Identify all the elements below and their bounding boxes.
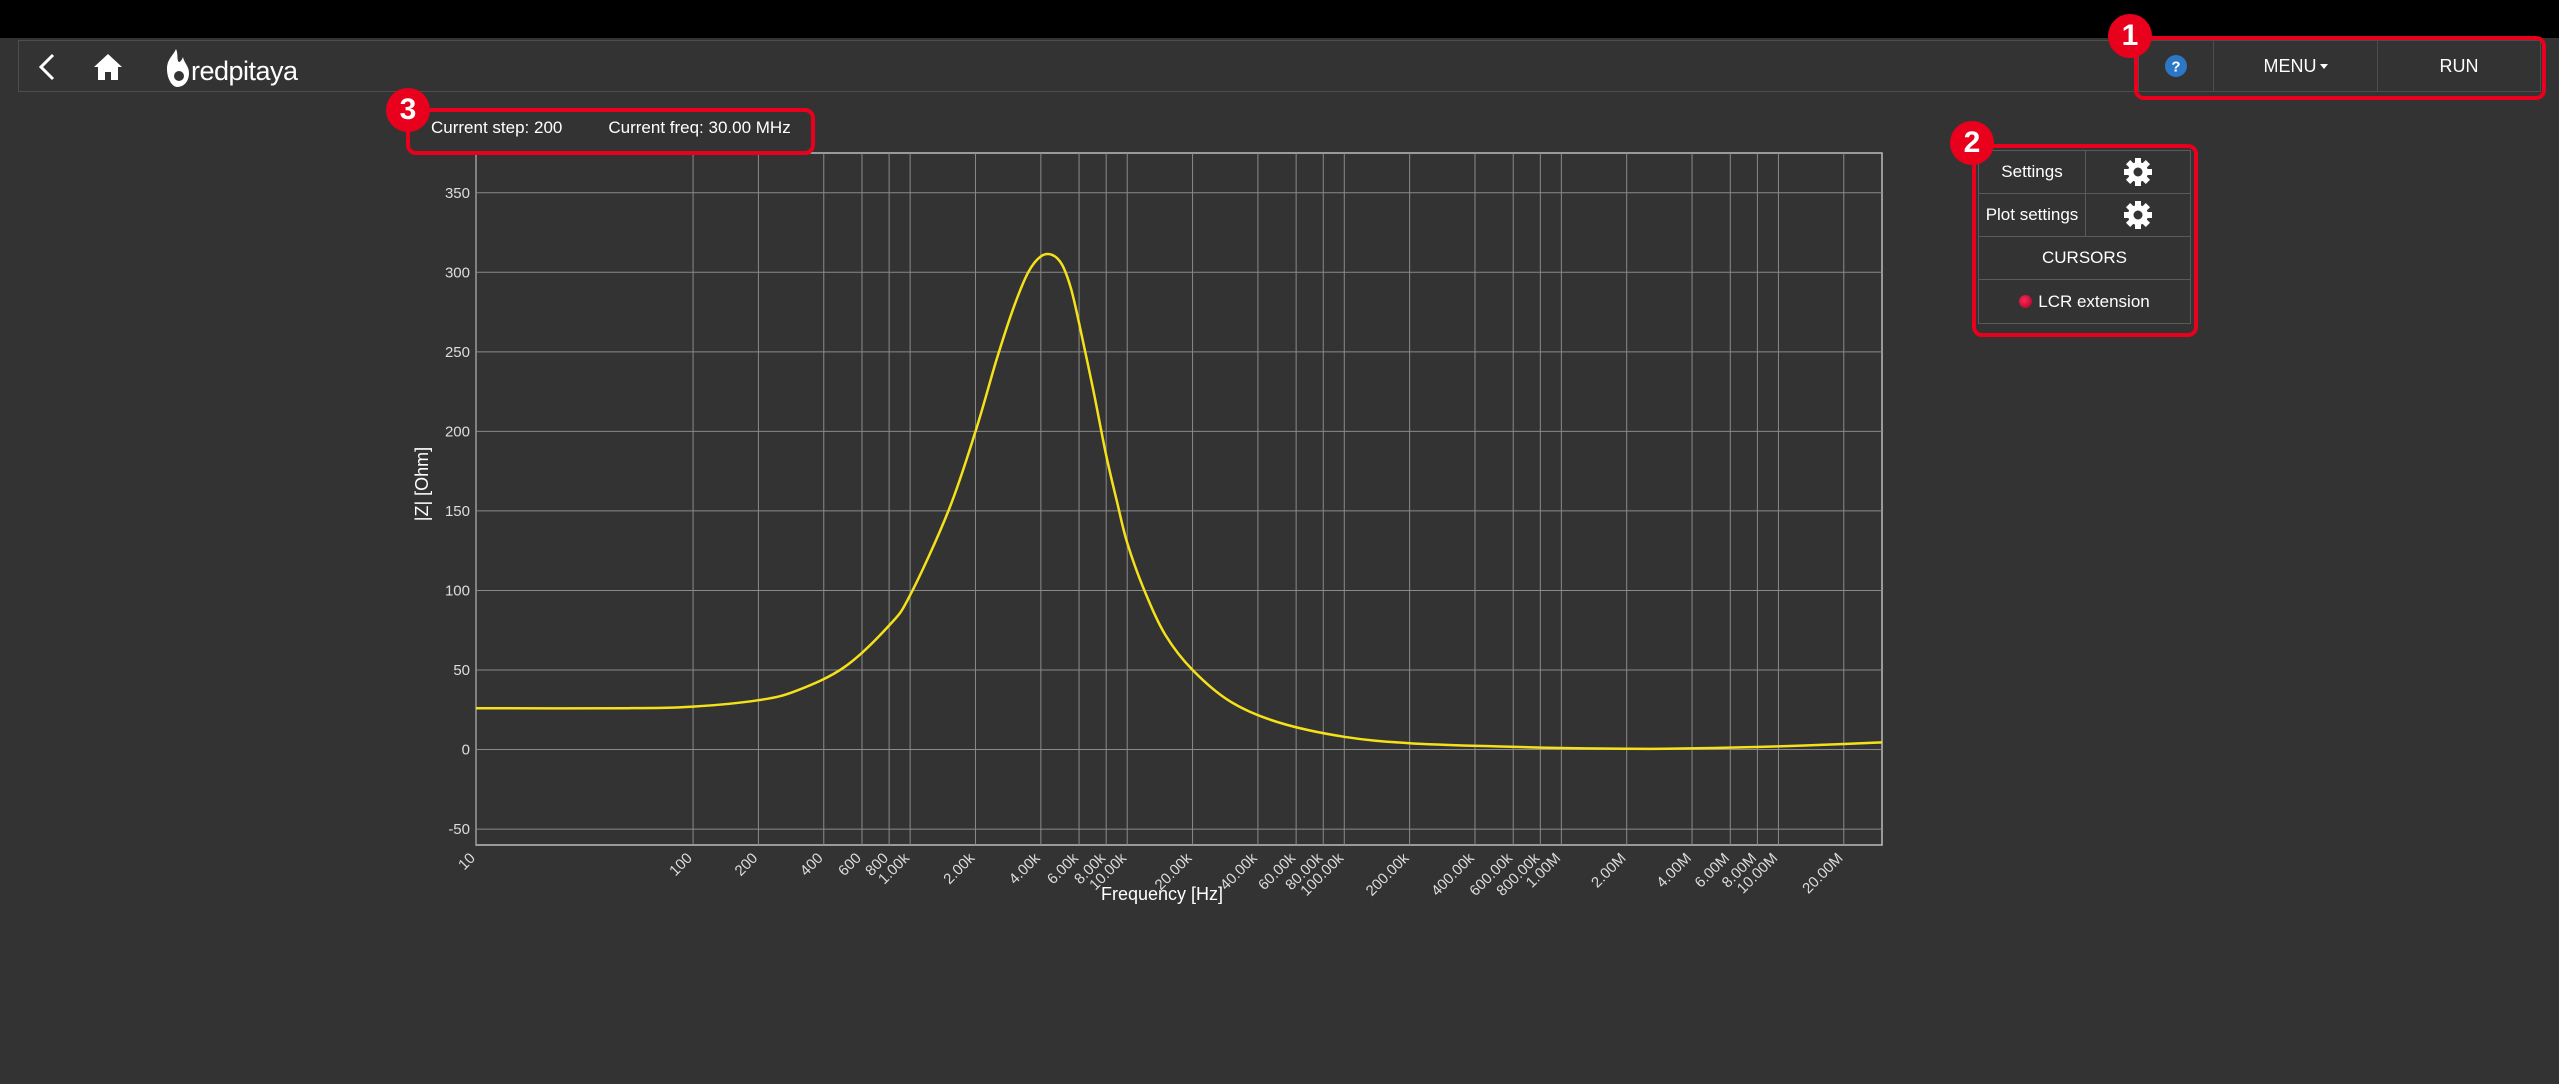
y-tick-label: 350 [445,185,470,202]
plot-settings-row: Plot settings [1979,194,2190,237]
y-tick-label: 50 [453,662,470,679]
y-tick-labels: -50 0 50 100 150 200 250 300 350 [445,185,470,838]
lcr-row: LCR extension [1979,280,2190,323]
x-tick-label: 20.00M [1799,850,1846,897]
x-tick-label: 200.00k [1363,849,1413,899]
menu-label: MENU [2263,55,2317,76]
settings-row: Settings [1979,151,2190,194]
side-panel: Settings Plot settings [1978,150,2191,324]
x-tick-label: 4.00M [1653,850,1695,892]
y-tick-label: 0 [462,742,470,759]
y-tick-label: 250 [445,344,470,361]
plot-settings-label: Plot settings [1979,194,2086,236]
annotation-number-2: 2 [1950,121,1994,165]
cursors-row: CURSORS [1979,237,2190,280]
caret-down-icon [2319,63,2328,69]
logo: redpitaya [161,45,298,89]
y-tick-label: 200 [445,423,470,440]
header-right-buttons: ? MENU RUN [2138,41,2540,91]
plot-settings-button[interactable] [2086,194,2190,236]
y-tick-label: -50 [448,821,470,838]
home-icon [94,54,122,80]
cursors-button[interactable]: CURSORS [2041,248,2127,267]
x-tick-label: 40.00k [1217,849,1261,893]
y-axis-label: |Z| [Ohm] [412,447,432,521]
help-icon: ? [2165,55,2187,77]
annotation-number-1: 1 [2108,14,2152,58]
x-tick-label: 400 [797,850,827,880]
series-line [475,252,1883,751]
flame-logo-icon [167,49,189,87]
gear-icon [2124,158,2152,186]
run-button[interactable]: RUN [2377,41,2540,91]
menu-button[interactable]: MENU [2213,41,2377,91]
x-tick-label: 2.00k [940,849,978,887]
x-tick-label: 200 [732,850,762,880]
y-tick-label: 100 [445,582,470,599]
plot-frame [475,152,1883,846]
y-tick-label: 150 [445,503,470,520]
lcr-extension-label: LCR extension [2038,291,2150,311]
chevron-left-icon [38,53,55,81]
home-button[interactable] [91,51,125,83]
logo-text: redpitaya [191,56,298,86]
annotation-number-3: 3 [386,88,430,132]
back-button[interactable] [31,51,63,83]
gear-icon [2124,201,2152,229]
x-tick-label: 4.00k [1006,849,1044,887]
help-button[interactable]: ? [2138,41,2213,91]
settings-label: Settings [1979,151,2086,193]
svg-text:?: ? [2171,59,2180,76]
status-led-icon [2019,295,2033,308]
x-axis-label: Frequency [Hz] [1101,884,1223,904]
current-freq: Current freq: 30.00 MHz [608,118,791,137]
run-label: RUN [2439,55,2479,76]
status-bar: Current step: 200 Current freq: 30.00 MHz [431,118,791,138]
grid-lines [475,153,1882,845]
lcr-extension-button[interactable]: LCR extension [1979,280,2190,323]
x-tick-label: 10 [455,850,479,874]
current-step: Current step: 200 [431,118,563,137]
x-tick-label: 600 [835,850,865,880]
y-tick-label: 300 [445,264,470,281]
x-tick-label: 2.00M [1588,850,1630,892]
x-tick-label: 100 [666,850,696,880]
settings-button[interactable] [2086,151,2190,193]
